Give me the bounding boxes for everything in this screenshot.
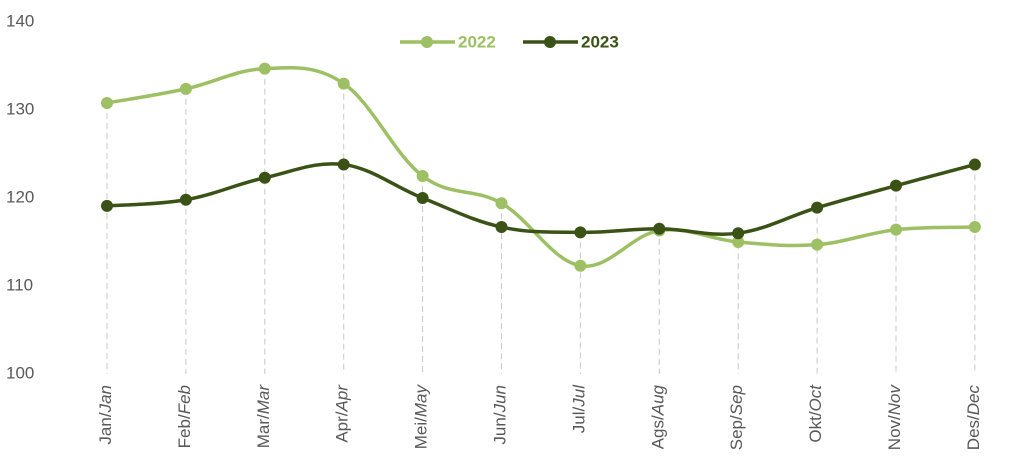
- y-tick-label: 120: [6, 187, 34, 206]
- x-tick-label: Feb/Feb: [175, 385, 194, 448]
- data-point: [968, 158, 981, 171]
- legend-label: 2023: [581, 32, 619, 51]
- data-point: [574, 259, 587, 272]
- data-point: [179, 82, 192, 95]
- data-point: [495, 197, 508, 210]
- x-tick-label: Mar/Mar: [254, 384, 273, 449]
- data-point: [337, 158, 350, 171]
- data-point: [258, 62, 271, 75]
- legend-marker: [421, 36, 433, 48]
- legend-item: 2022: [400, 32, 496, 51]
- data-point: [890, 179, 902, 192]
- x-tick-label: Sep/Sep: [728, 385, 747, 450]
- data-point: [968, 221, 981, 234]
- data-point: [416, 192, 429, 204]
- data-point: [811, 238, 824, 251]
- x-tick-label: Mei/May: [412, 384, 431, 450]
- y-tick-label: 130: [6, 99, 34, 118]
- y-tick-label: 110: [6, 275, 33, 294]
- x-tick-label: Okt/Oct: [807, 384, 826, 443]
- data-point: [574, 226, 587, 239]
- data-point: [101, 96, 113, 109]
- y-tick-label: 140: [6, 11, 34, 30]
- data-point: [732, 236, 745, 248]
- y-tick-label: 100: [6, 363, 34, 382]
- data-point: [258, 171, 271, 184]
- x-tick-label: Jan/Jan: [96, 385, 115, 445]
- series-line: [106, 66, 975, 268]
- series-line: [106, 162, 976, 236]
- data-point: [890, 223, 902, 236]
- data-point: [811, 201, 824, 214]
- x-tick-label: Nov/Nov: [885, 384, 904, 451]
- legend-item: 2023: [523, 32, 619, 51]
- legend-label: 2022: [458, 32, 496, 51]
- data-point: [416, 170, 429, 182]
- x-tick-label: Ags/Aug: [649, 384, 668, 449]
- data-point: [732, 227, 745, 240]
- data-point: [101, 199, 113, 212]
- x-tick-label: Jul/Jul: [570, 384, 589, 433]
- data-point: [337, 77, 350, 90]
- x-tick-label: Des/Dec: [964, 385, 983, 451]
- data-point: [653, 222, 666, 235]
- x-tick-label: Jun/Jun: [491, 385, 510, 445]
- x-tick-label: Apr/Apr: [333, 384, 352, 443]
- legend-marker: [544, 36, 556, 48]
- data-point: [179, 193, 192, 206]
- data-point: [495, 221, 508, 234]
